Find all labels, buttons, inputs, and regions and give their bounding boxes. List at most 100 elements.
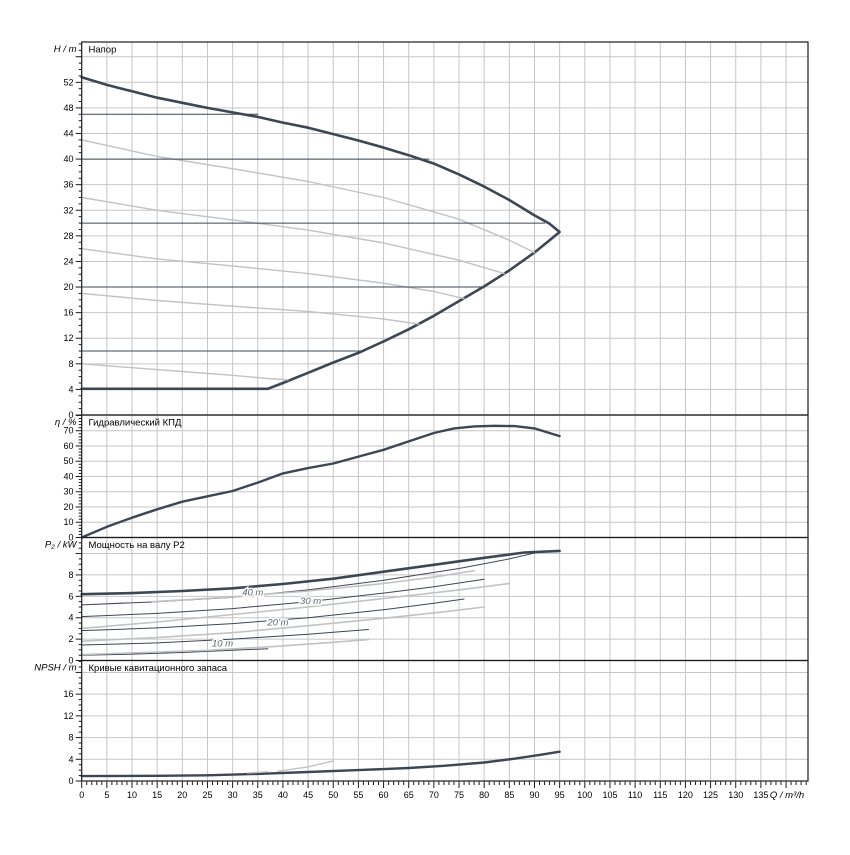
curve-label-20m: 20 m bbox=[266, 618, 288, 629]
y-tick-label: 48 bbox=[63, 103, 73, 113]
x-tick-label: 90 bbox=[529, 790, 539, 800]
x-tick-label: 115 bbox=[653, 790, 667, 800]
y-tick-label: 8 bbox=[68, 359, 73, 369]
series-power-max-speed bbox=[80, 549, 561, 596]
series-power-speed-5 bbox=[81, 629, 369, 646]
series-speed-curve-5 bbox=[80, 363, 289, 381]
y-axis-label-head: H / m bbox=[54, 44, 77, 55]
x-axis: 0 5 10 15 20 25 30 35 40 45 50 55 60 65 70 75 80 85 90 95 10… bbox=[79, 781, 807, 801]
series-power-head-10m bbox=[80, 638, 370, 656]
y-tick-label: 50 bbox=[63, 456, 73, 466]
series-speed-curve-1 bbox=[80, 139, 536, 254]
panel-title-efficiency: Гидравлический КПД bbox=[89, 418, 182, 429]
x-tick-label: 80 bbox=[479, 790, 489, 800]
y-tick-label: 40 bbox=[63, 154, 73, 164]
series-power-speed-6 bbox=[81, 648, 269, 656]
y-tick-label: 8 bbox=[68, 733, 73, 743]
x-tick-label: 40 bbox=[278, 790, 288, 800]
x-tick-label: 5 bbox=[104, 790, 109, 800]
y-tick-label: 4 bbox=[68, 613, 73, 623]
x-tick-label: 75 bbox=[454, 790, 464, 800]
x-tick-label: 110 bbox=[628, 790, 642, 800]
x-tick-label: 120 bbox=[678, 790, 693, 800]
x-tick-label: 45 bbox=[303, 790, 313, 800]
x-tick-label: 65 bbox=[404, 790, 414, 800]
series-power-head-20m bbox=[80, 606, 486, 643]
x-tick-label: 105 bbox=[602, 790, 617, 800]
y-tick-label: 0 bbox=[68, 656, 73, 666]
series-power-head-40m bbox=[151, 569, 475, 603]
panel-power: 0 2 4 6 8 P₂ / kW Мощность на валу P2 40 m 30 m 2… bbox=[45, 536, 809, 666]
y-tick-label: 24 bbox=[63, 256, 73, 266]
x-tick-label: 135 bbox=[753, 790, 768, 800]
series-power-speed-3 bbox=[81, 578, 485, 618]
y-tick-label: 0 bbox=[68, 533, 73, 543]
x-tick-label: 70 bbox=[429, 790, 439, 800]
y-tick-label: 28 bbox=[63, 231, 73, 241]
series-npsh-gray-segment-2 bbox=[277, 760, 334, 772]
x-tick-label: 100 bbox=[577, 790, 592, 800]
y-axis-label-npsh: NPSH / m bbox=[34, 663, 76, 674]
x-axis-label: Q / m³/h bbox=[770, 790, 804, 801]
series-operating-envelope bbox=[80, 75, 561, 391]
series-speed-curve-2 bbox=[80, 196, 505, 275]
x-tick-label: 35 bbox=[253, 790, 263, 800]
x-tick-label: 125 bbox=[703, 790, 718, 800]
x-tick-label: 0 bbox=[79, 790, 84, 800]
y-axis-ticks-efficiency: 0 10 20 30 40 50 60 70 bbox=[63, 414, 82, 543]
y-tick-label: 20 bbox=[63, 502, 73, 512]
series-power-head-30m bbox=[80, 582, 511, 630]
series-efficiency-curve bbox=[80, 424, 561, 539]
x-tick-label: 85 bbox=[504, 790, 514, 800]
y-tick-label: 16 bbox=[63, 308, 73, 318]
x-tick-label: 10 bbox=[127, 790, 137, 800]
grid-npsh bbox=[81, 660, 808, 781]
curve-label-30m: 30 m bbox=[300, 596, 321, 607]
y-tick-label: 40 bbox=[63, 471, 73, 481]
series-npsh-gray-segment-1 bbox=[246, 771, 269, 774]
x-tick-label: 50 bbox=[328, 790, 338, 800]
y-tick-label: 8 bbox=[68, 570, 73, 580]
y-axis-label-efficiency: η / % bbox=[55, 417, 77, 428]
x-tick-label: 55 bbox=[353, 790, 363, 800]
y-tick-label: 10 bbox=[63, 517, 73, 527]
y-axis-ticks-power: 0 2 4 6 8 bbox=[68, 537, 82, 666]
x-tick-label: 30 bbox=[228, 790, 238, 800]
grid-power bbox=[81, 537, 808, 661]
grid-efficiency bbox=[81, 414, 808, 538]
y-tick-label: 44 bbox=[63, 128, 73, 138]
y-tick-label: 0 bbox=[68, 410, 73, 420]
y-tick-label: 12 bbox=[63, 711, 73, 721]
y-axis-label-power: P₂ / kW bbox=[45, 540, 78, 551]
curve-label-10m: 10 m bbox=[212, 638, 233, 649]
x-tick-label: 20 bbox=[177, 790, 187, 800]
x-tick-label: 25 bbox=[202, 790, 212, 800]
y-tick-label: 16 bbox=[63, 689, 73, 699]
y-tick-label: 20 bbox=[63, 282, 73, 292]
y-tick-label: 60 bbox=[63, 441, 73, 451]
panel-title-npsh: Кривые кавитационного запаса bbox=[89, 663, 228, 674]
series-power-speed-4 bbox=[81, 598, 465, 632]
y-tick-label: 32 bbox=[63, 205, 73, 215]
x-tick-label: 60 bbox=[379, 790, 389, 800]
y-tick-label: 52 bbox=[63, 77, 73, 87]
series-speed-curve-3 bbox=[80, 247, 465, 300]
y-axis-ticks-npsh: 0 4 8 12 16 bbox=[63, 661, 82, 786]
panel-title-head: Напор bbox=[89, 45, 117, 56]
panel-title-power: Мощность на валу P2 bbox=[89, 540, 185, 551]
y-tick-label: 12 bbox=[63, 333, 73, 343]
y-tick-label: 36 bbox=[63, 180, 73, 190]
y-tick-label: 2 bbox=[68, 634, 73, 644]
y-tick-label: 4 bbox=[68, 384, 73, 394]
y-tick-label: 0 bbox=[68, 776, 73, 786]
panel-npsh: 0 4 8 12 16 NPSH / m Кривые кавитационного зап… bbox=[34, 659, 809, 786]
series-npsh-curve bbox=[80, 750, 561, 778]
curve-label-40m: 40 m bbox=[242, 588, 263, 599]
panel-efficiency: 0 10 20 30 40 50 60 70η / % Гидравлический КПД bbox=[55, 414, 809, 543]
series-speed-curve-4 bbox=[80, 292, 420, 325]
